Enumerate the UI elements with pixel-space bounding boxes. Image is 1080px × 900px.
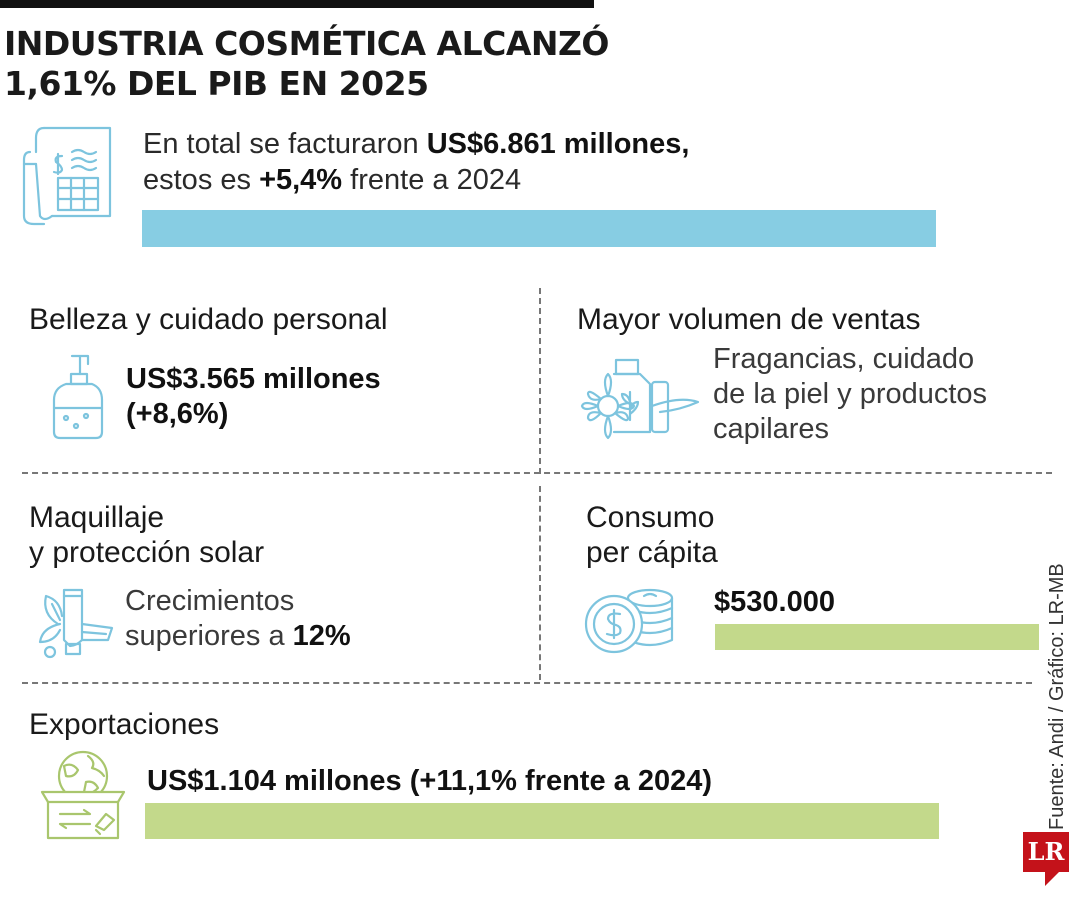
lr-logo-tail bbox=[1045, 872, 1059, 886]
beauty-value-line-1: US$3.565 millones bbox=[126, 363, 381, 395]
exports-bar bbox=[145, 803, 939, 839]
beauty-title: Belleza y cuidado personal bbox=[29, 303, 388, 336]
makeup-line-1: Crecimientos bbox=[125, 585, 295, 617]
soap-bottle-icon bbox=[52, 354, 104, 440]
volume-text: Fragancias, cuidado de la piel y product… bbox=[713, 342, 987, 447]
makeup-title-line-2: y protección solar bbox=[29, 536, 265, 569]
top-rule bbox=[0, 0, 594, 8]
vertical-divider-top bbox=[539, 288, 541, 474]
globe-box-icon bbox=[40, 750, 126, 840]
makeup-text: Crecimientos superiores a 12% bbox=[125, 584, 351, 654]
consumption-bar bbox=[715, 624, 1039, 650]
makeup-line-2: superiores a 12% bbox=[125, 620, 351, 652]
volume-line-2: de la piel y productos bbox=[713, 378, 988, 410]
lr-logo: LR bbox=[1023, 832, 1069, 872]
title-line-1: INDUSTRIA COSMÉTICA ALCANZÓ bbox=[4, 24, 609, 63]
total-bar bbox=[142, 210, 936, 247]
vertical-divider-bottom bbox=[539, 486, 541, 680]
lead-line-2: estos es +5,4% frente a 2024 bbox=[143, 164, 522, 196]
horizontal-divider-2 bbox=[22, 682, 1032, 684]
consumption-title-line-2: per cápita bbox=[586, 536, 718, 569]
page-title: INDUSTRIA COSMÉTICA ALCANZÓ 1,61% DEL PI… bbox=[4, 24, 609, 104]
consumption-title-line-1: Consumo bbox=[586, 501, 715, 534]
exports-title: Exportaciones bbox=[29, 708, 220, 741]
exports-value: US$1.104 millones (+11,1% frente a 2024) bbox=[147, 765, 713, 797]
consumption-value: $530.000 bbox=[714, 586, 835, 618]
volume-line-1: Fragancias, cuidado bbox=[713, 343, 975, 375]
source-credit: Fuente: Andi / Gráfico: LR-MB bbox=[1046, 563, 1068, 830]
invoice-icon bbox=[22, 126, 112, 226]
horizontal-divider-1 bbox=[22, 472, 1052, 474]
title-line-2: 1,61% DEL PIB EN 2025 bbox=[4, 64, 429, 103]
makeup-title: Maquillaje y protección solar bbox=[29, 500, 264, 570]
lead-line-1: En total se facturaron US$6.861 millones… bbox=[143, 128, 690, 160]
beauty-value-line-2: (+8,6%) bbox=[126, 398, 229, 430]
beauty-value: US$3.565 millones (+8,6%) bbox=[126, 362, 381, 432]
consumption-title: Consumo per cápita bbox=[586, 500, 718, 570]
cream-tube-icon bbox=[38, 588, 114, 659]
coins-icon bbox=[584, 588, 674, 654]
volume-line-3: capilares bbox=[713, 413, 830, 445]
makeup-title-line-1: Maquillaje bbox=[29, 501, 165, 534]
perfume-flower-icon bbox=[580, 358, 700, 440]
lead-text: En total se facturaron US$6.861 millones… bbox=[143, 126, 689, 198]
volume-title: Mayor volumen de ventas bbox=[577, 303, 921, 336]
